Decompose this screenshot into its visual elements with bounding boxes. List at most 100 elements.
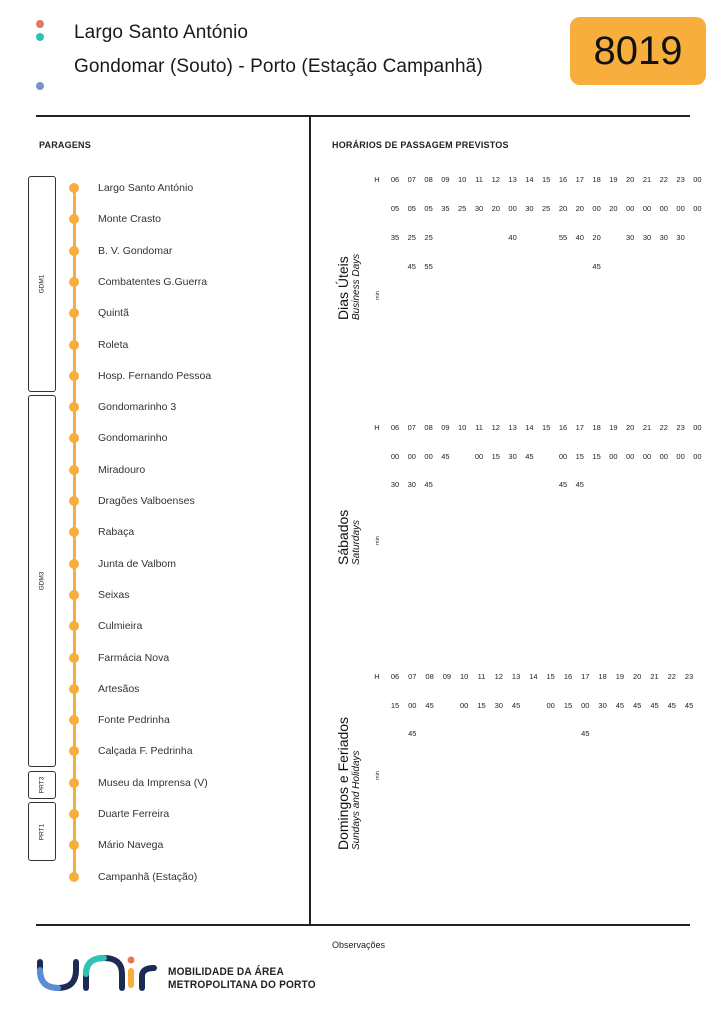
hour-cell: 22 [659, 175, 668, 184]
hour-cell: 06 [390, 423, 400, 432]
hour-cell: 18 [592, 175, 601, 184]
hour-cell: 12 [491, 175, 500, 184]
minute-cell: 00 [693, 451, 702, 461]
day-type-name-en: Saturdays [351, 519, 362, 565]
stop-name: Rabaça [98, 526, 135, 539]
hour-cell: 10 [458, 423, 467, 432]
minute-cell: 00 [626, 451, 635, 461]
hour-cell: 15 [546, 672, 555, 681]
hour-cell: 18 [598, 672, 607, 681]
hour-header-label: H [374, 175, 380, 184]
minute-cell: 20 [575, 204, 584, 213]
hour-header-label: H [374, 423, 380, 432]
hour-cell: 12 [494, 672, 503, 681]
zone-box: PRT3 [28, 770, 56, 799]
hour-header-label: H [374, 672, 380, 681]
stop-name: Fonte Pedrinha [98, 714, 170, 727]
minutes-label: min [375, 771, 381, 780]
day-type-label: Domingos e Feriados Sundays and Holidays [335, 717, 362, 850]
minute-cell: 25 [407, 233, 416, 242]
hour-cell: 09 [442, 672, 452, 681]
hour-cell: 00 [693, 423, 702, 432]
minute-cell: 30 [598, 700, 607, 710]
hour-cell: 08 [424, 175, 433, 184]
day-type-label: Sábados Saturdays [335, 510, 362, 565]
hour-cell: 12 [491, 423, 500, 432]
minute-cell: 00 [390, 451, 400, 461]
hour-cell: 23 [676, 423, 685, 432]
minute-cell: 15 [592, 451, 601, 461]
minute-cell: 15 [491, 451, 500, 461]
minute-cell: 45 [633, 700, 642, 710]
minute-cell: 00 [642, 451, 652, 461]
minute-cell: 45 [407, 262, 416, 271]
dot-blue [36, 82, 44, 90]
dot-teal [36, 33, 44, 41]
minute-cell: 00 [474, 451, 484, 461]
zone-code: PRT3 [38, 776, 46, 793]
minute-cell: 20 [558, 204, 568, 213]
stop-dot [69, 558, 79, 569]
minute-cell: 40 [575, 233, 584, 242]
hour-cell: 19 [615, 672, 625, 681]
minute-cell: 15 [563, 700, 573, 710]
stop-dot [69, 183, 79, 193]
minute-cell: 45 [684, 700, 694, 710]
stop-dot [69, 214, 79, 225]
minute-cell: 00 [642, 204, 652, 213]
day-type-name-en: Sundays and Holidays [351, 750, 362, 850]
minute-cell: 45 [424, 480, 433, 489]
stop-name: Mário Navega [98, 839, 164, 852]
footer-divider [36, 924, 690, 926]
hour-cell: 09 [441, 175, 450, 184]
hour-cell: 06 [390, 672, 400, 681]
minute-cell: 25 [458, 204, 467, 213]
column-divider [309, 115, 311, 925]
logo-line-1: MOBILIDADE DA ÁREA [168, 966, 284, 978]
minute-cell: 00 [626, 204, 635, 213]
minute-cell: 15 [477, 700, 486, 710]
hour-cell: 13 [508, 423, 517, 432]
schedule-section-title: HORÁRIOS DE PASSAGEM PREVISTOS [332, 140, 509, 150]
minute-cell: 05 [390, 204, 400, 213]
hour-cell: 17 [575, 175, 584, 184]
stop-name: Seixas [98, 588, 130, 601]
minute-cell: 45 [525, 451, 534, 461]
route-color-dots [34, 20, 46, 92]
stop-name: Miradouro [98, 463, 146, 476]
stop-dot [69, 589, 79, 600]
zone-box: PRT1 [28, 802, 56, 862]
minutes-label: min [375, 536, 381, 545]
hour-cell: 16 [558, 423, 568, 432]
hour-cell: 10 [458, 175, 467, 184]
minute-cell: 00 [508, 204, 517, 213]
stop-dot [69, 245, 79, 256]
hour-cell: 23 [684, 672, 694, 681]
route-title: Gondomar (Souto) - Porto (Estação Campan… [74, 56, 483, 77]
stop-name: Gondomarinho 3 [98, 401, 177, 414]
hour-cell: 17 [581, 672, 590, 681]
minute-cell: 30 [407, 480, 416, 489]
minute-cell: 00 [592, 204, 601, 213]
minute-cell: 00 [460, 700, 469, 710]
hour-cell: 13 [511, 672, 521, 681]
minute-cell: 30 [676, 233, 685, 242]
unir-logo [37, 954, 157, 992]
zone-code: GDM3 [38, 571, 46, 591]
minute-cell: 20 [491, 204, 500, 213]
minutes-label: min [375, 291, 381, 300]
minute-cell: 05 [424, 204, 433, 213]
dot-yellow-bar [36, 49, 44, 79]
hour-cell: 07 [407, 175, 416, 184]
minute-cell: 45 [441, 451, 450, 461]
minute-cell: 00 [659, 451, 668, 461]
stop-dot [69, 809, 79, 819]
minute-cell: 30 [508, 451, 517, 461]
minute-cell: 45 [615, 700, 625, 710]
minute-cell: 45 [511, 700, 521, 710]
minute-cell: 30 [474, 204, 484, 213]
stop-dot [69, 496, 79, 506]
minute-cell: 25 [424, 233, 433, 242]
hour-cell: 20 [633, 672, 642, 681]
minute-cell: 35 [441, 204, 450, 213]
